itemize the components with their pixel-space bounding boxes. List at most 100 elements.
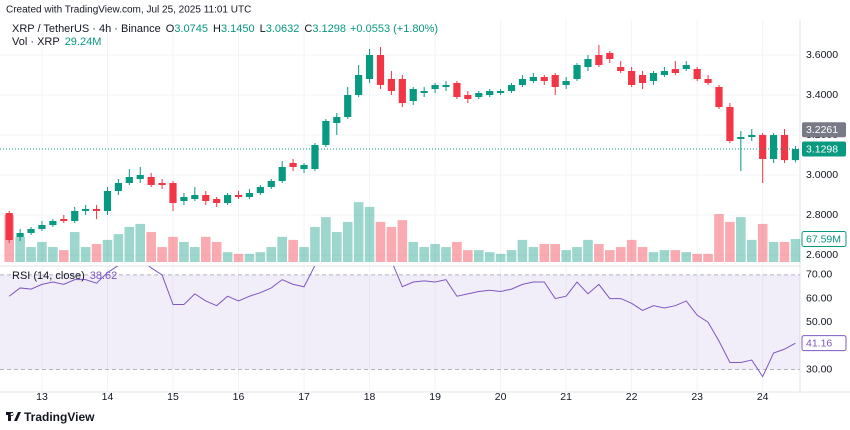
candle-body	[442, 85, 450, 87]
volume-bar	[233, 253, 244, 262]
x-tick-label: 23	[691, 391, 703, 403]
rsi-line	[8, 266, 796, 378]
rsi-tick-label: 30.00	[806, 363, 832, 375]
candle-body	[638, 75, 647, 83]
volume-bar	[375, 221, 386, 262]
candle-body	[213, 199, 221, 203]
candle-body	[791, 149, 800, 161]
volume-bar	[353, 202, 364, 262]
candles	[5, 45, 800, 243]
volume-bar	[332, 232, 342, 262]
volume-bar	[517, 239, 528, 262]
volume-bar	[506, 250, 517, 262]
candle-body	[486, 91, 494, 95]
volume-bar	[757, 223, 768, 262]
candle-body	[365, 55, 374, 79]
candle-body	[453, 83, 461, 97]
volume-bar	[452, 241, 462, 262]
candle-body	[475, 93, 483, 97]
volume-bar	[473, 250, 484, 262]
candle-body	[300, 165, 308, 169]
candle-body	[158, 183, 166, 185]
candle-body	[114, 183, 122, 191]
price-label: 3.2261	[806, 124, 838, 136]
candle-body	[497, 91, 505, 93]
volume-bar	[681, 252, 692, 262]
candle-body	[234, 195, 243, 197]
candle-body	[267, 181, 275, 187]
volume-bar	[648, 252, 659, 262]
volume-bar	[211, 241, 222, 262]
candle-body	[464, 95, 472, 99]
candle-body	[169, 183, 177, 203]
volume-bar	[91, 243, 102, 262]
volume-bar	[69, 232, 80, 262]
volume-bar	[430, 243, 440, 262]
volume-bar	[572, 247, 582, 262]
volume-bar	[495, 253, 506, 262]
candle-body	[628, 71, 636, 85]
volume-bar	[441, 247, 451, 262]
candle-body	[606, 53, 614, 59]
candle-body	[595, 55, 603, 65]
candle-body	[715, 87, 723, 107]
volume-bar	[594, 243, 604, 262]
volume-bar	[725, 221, 735, 262]
candle-body	[27, 229, 35, 233]
rsi-header-value: 38.62	[90, 270, 118, 282]
volume-bar	[528, 247, 539, 262]
candle-body	[191, 195, 199, 199]
y-tick-label: 3.4000	[806, 89, 838, 101]
x-tick-label: 20	[495, 391, 507, 403]
candle-body	[278, 167, 286, 181]
rsi-label-box	[801, 335, 847, 352]
ohlc-key: L	[260, 23, 266, 35]
volume-bar	[157, 247, 167, 262]
ohlc-value: 3.0632	[266, 23, 300, 35]
volume-bar	[746, 239, 757, 262]
candle-body	[92, 209, 101, 211]
volume-bar	[26, 247, 36, 262]
volume-bar	[768, 241, 779, 262]
candle-body	[737, 137, 745, 139]
candle-body	[71, 211, 79, 221]
candle-body	[431, 85, 439, 89]
volume-bar	[48, 247, 58, 262]
candle-body	[344, 95, 352, 117]
volume-bar	[179, 241, 189, 262]
candle-body	[562, 81, 570, 85]
x-tick-label: 18	[364, 391, 376, 403]
logo: TradingView	[6, 410, 95, 424]
candle-body	[224, 195, 232, 203]
volume-bar	[714, 214, 724, 262]
candle-body	[551, 75, 559, 87]
volume-bar	[124, 226, 135, 262]
candle-body	[726, 107, 734, 141]
x-tick-label: 17	[298, 391, 310, 403]
volume-bar	[59, 250, 69, 262]
ohlc-key: C	[304, 23, 312, 35]
volume-bar	[659, 250, 670, 262]
price-label: 3.1298	[806, 143, 838, 155]
candle-body	[759, 135, 767, 159]
candle-body	[16, 233, 24, 237]
symbol: XRP / TetherUS · 4h · Binance	[12, 23, 161, 35]
x-tick-label: 21	[560, 391, 572, 403]
rsi-tick-label: 70.00	[806, 269, 832, 281]
candle-body	[387, 79, 395, 91]
volume-value: 29.24M	[65, 36, 102, 48]
candle-body	[398, 79, 406, 103]
candle-body	[518, 79, 527, 85]
candle-body	[617, 67, 625, 71]
y-tick-label: 2.6000	[806, 249, 838, 261]
volume-bar	[113, 234, 124, 262]
rsi-label: 41.16	[806, 337, 832, 349]
candle-body	[355, 75, 363, 95]
x-tick-label: 14	[102, 391, 114, 403]
volume-bar	[15, 236, 25, 262]
rsi-title: RSI (14, close)	[12, 270, 85, 282]
candle-body	[409, 89, 417, 101]
volume-bar	[463, 250, 473, 262]
volume-bar	[692, 253, 702, 262]
